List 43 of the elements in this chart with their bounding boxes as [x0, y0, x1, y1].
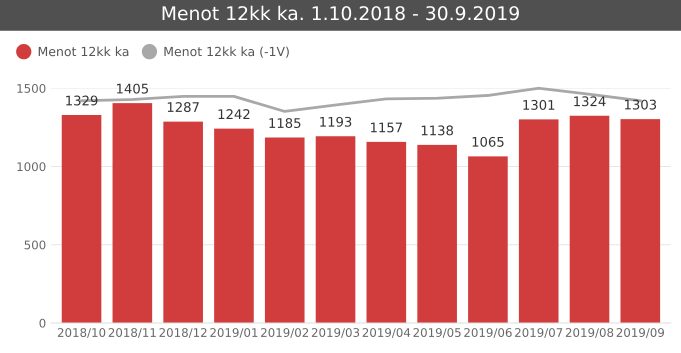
bar	[366, 142, 406, 323]
x-tick-label: 2018/12	[159, 328, 206, 338]
y-tick-label: 1000	[17, 162, 46, 172]
x-tick-label: 2019/01	[210, 328, 258, 338]
data-label: 1329	[66, 96, 98, 106]
data-label: 1157	[370, 122, 402, 132]
x-tick-label: 2018/11	[108, 328, 156, 338]
x-tick-label: 2018/10	[58, 328, 106, 338]
data-label: 1405	[117, 84, 148, 94]
legend-label: Menot 12kk ka	[38, 46, 128, 56]
x-tick-label: 2019/06	[464, 328, 512, 338]
bar	[112, 103, 152, 323]
y-tick-label: 500	[24, 240, 46, 250]
bar	[620, 119, 660, 323]
data-label: 1287	[168, 102, 199, 112]
x-tick-label: 2019/03	[312, 328, 360, 338]
data-label: 1324	[574, 96, 606, 106]
bar	[214, 128, 254, 323]
bar	[417, 144, 457, 323]
x-tick-label: 2019/08	[566, 328, 614, 338]
data-label: 1303	[624, 100, 656, 110]
bar	[468, 156, 508, 323]
x-tick-label: 2019/07	[515, 328, 562, 338]
y-tick-label: 0	[39, 318, 46, 328]
bar	[316, 136, 356, 323]
bar	[62, 115, 102, 323]
data-label: 1138	[422, 125, 454, 136]
bar	[163, 122, 203, 323]
data-label: 1301	[523, 100, 554, 110]
y-tick-label: 1500	[17, 84, 46, 93]
x-tick-label: 2019/09	[616, 328, 664, 338]
bar	[518, 119, 559, 323]
x-tick-label: 2019/02	[261, 328, 308, 338]
data-label: 1193	[320, 116, 352, 127]
data-label: 1065	[472, 136, 504, 147]
chart-title: Menot 12kk ka. 1.10.2018 - 30.9.2019	[162, 6, 519, 20]
bar	[264, 138, 305, 323]
data-label: 1242	[218, 109, 250, 119]
legend-label: Menot 12kk ka (-1V)	[164, 46, 289, 58]
x-tick-label: 2019/04	[362, 328, 410, 338]
bar	[570, 116, 610, 323]
x-tick-label: 2019/05	[413, 328, 461, 338]
data-label: 1185	[269, 118, 300, 128]
